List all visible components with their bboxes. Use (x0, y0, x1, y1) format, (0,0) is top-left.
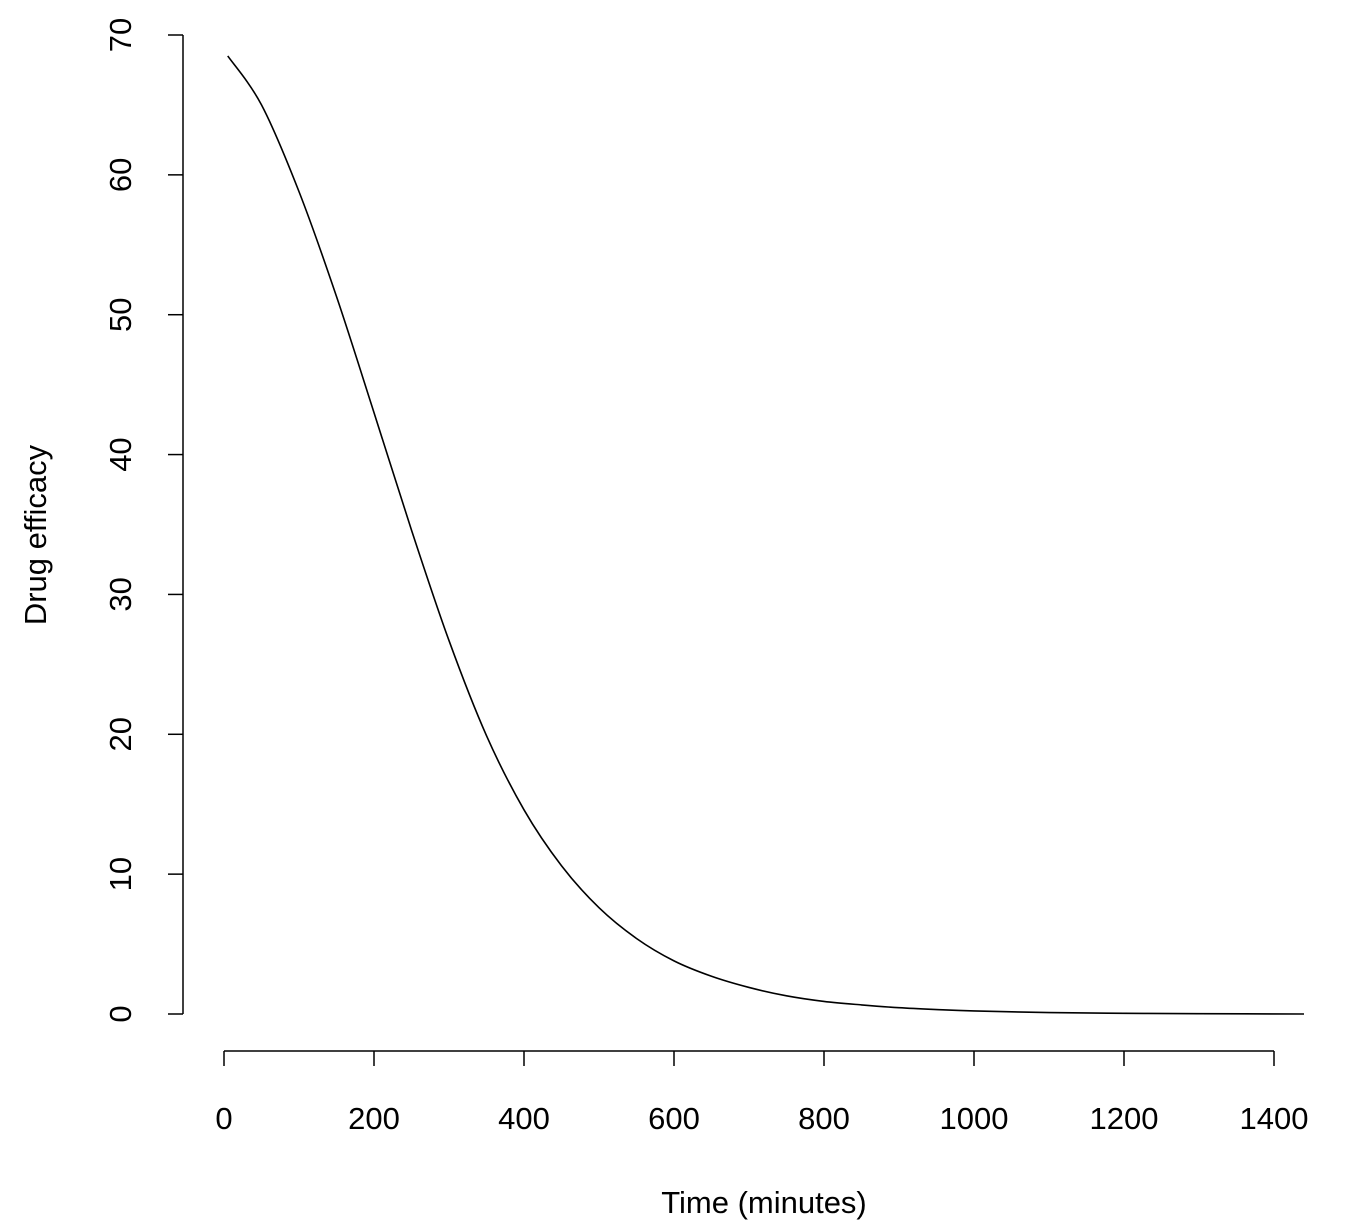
x-tick-label: 600 (648, 1101, 700, 1136)
y-axis-title: Drug efficacy (18, 444, 53, 625)
x-tick-label: 200 (348, 1101, 400, 1136)
y-tick-label: 40 (103, 437, 138, 471)
x-tick-label: 400 (498, 1101, 550, 1136)
x-tick-label: 1200 (1090, 1101, 1159, 1136)
efficacy-series-line (227, 55, 1305, 1015)
y-tick-label: 50 (103, 297, 138, 331)
y-tick-label: 0 (103, 1005, 138, 1022)
x-tick-label: 0 (215, 1101, 232, 1136)
y-tick-label: 10 (103, 857, 138, 891)
series-layer (227, 55, 1305, 1015)
x-axis: 0 200 400 600 800 1000 1200 1400 (215, 1050, 1309, 1136)
x-tick-label: 1400 (1240, 1101, 1309, 1136)
x-tick-label: 800 (798, 1101, 850, 1136)
y-tick-label: 20 (103, 717, 138, 751)
y-tick-label: 70 (103, 18, 138, 52)
y-axis: 0 10 20 30 40 50 60 70 (103, 18, 184, 1023)
x-axis-title: Time (minutes) (661, 1185, 867, 1220)
x-tick-label: 1000 (940, 1101, 1009, 1136)
y-tick-label: 30 (103, 577, 138, 611)
y-tick-label: 60 (103, 158, 138, 192)
